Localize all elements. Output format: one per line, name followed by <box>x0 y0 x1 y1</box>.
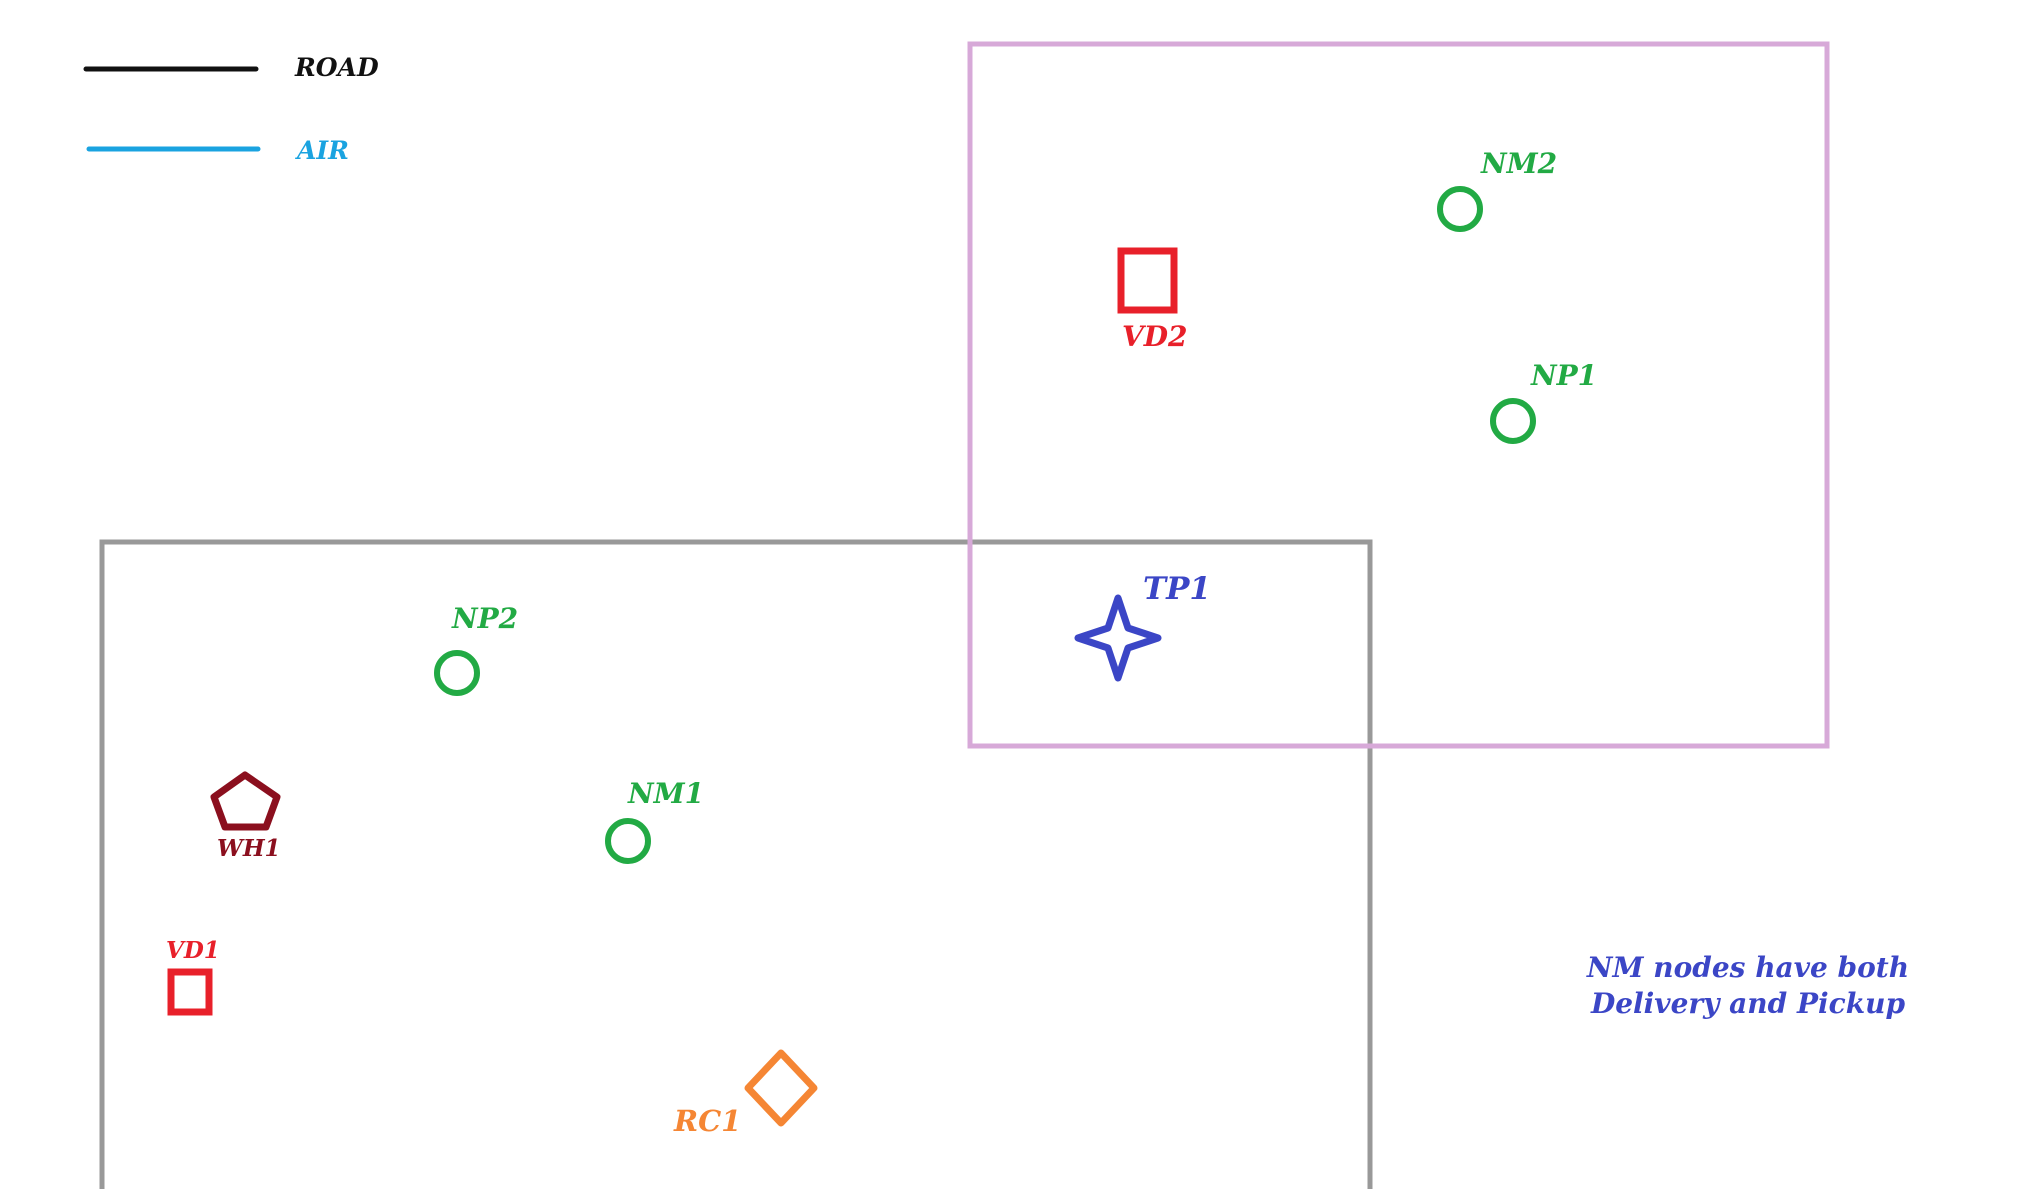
np1-circle-icon <box>1490 398 1536 444</box>
note-line-1: NM nodes have both <box>1586 951 1909 984</box>
rc1-diamond-icon <box>744 1049 818 1127</box>
node-np2: NP2 <box>434 602 518 696</box>
legend-road-label: ROAD <box>294 53 379 82</box>
nm2-label: NM2 <box>1480 147 1557 180</box>
np1-label: NP1 <box>1530 359 1597 392</box>
note-line-2: Delivery and Pickup <box>1590 987 1906 1020</box>
legend-air-label: AIR <box>295 136 349 165</box>
nm1-circle-icon <box>605 818 651 864</box>
vd1-label: VD1 <box>166 937 220 964</box>
np2-label: NP2 <box>451 602 518 635</box>
node-nm1: NM1 <box>605 777 704 864</box>
node-rc1: RC1 <box>673 1049 818 1138</box>
node-wh1: WH1 <box>210 771 281 862</box>
node-vd2: VD2 <box>1117 247 1188 353</box>
tp1-label: TP1 <box>1143 571 1211 607</box>
note: NM nodes have both Delivery and Pickup <box>1586 951 1909 1020</box>
tp1-star-icon <box>1074 594 1162 682</box>
vd2-label: VD2 <box>1122 320 1188 353</box>
np2-circle-icon <box>434 650 480 696</box>
zone-a-boundary <box>99 539 1373 1189</box>
node-tp1: TP1 <box>1074 571 1211 682</box>
node-nm2: NM2 <box>1437 147 1557 232</box>
wh1-label: WH1 <box>217 835 281 862</box>
zone-b-boundary <box>967 41 1830 749</box>
wh1-pentagon-icon <box>210 771 281 831</box>
nm2-circle-icon <box>1437 186 1483 232</box>
rc1-label: RC1 <box>673 1104 741 1138</box>
vd2-square-icon <box>1117 247 1178 314</box>
nm1-label: NM1 <box>627 777 704 810</box>
node-np1: NP1 <box>1490 359 1597 444</box>
vd1-square-icon <box>167 968 213 1016</box>
legend: ROAD AIR <box>83 53 379 165</box>
node-vd1: VD1 <box>166 937 220 1016</box>
